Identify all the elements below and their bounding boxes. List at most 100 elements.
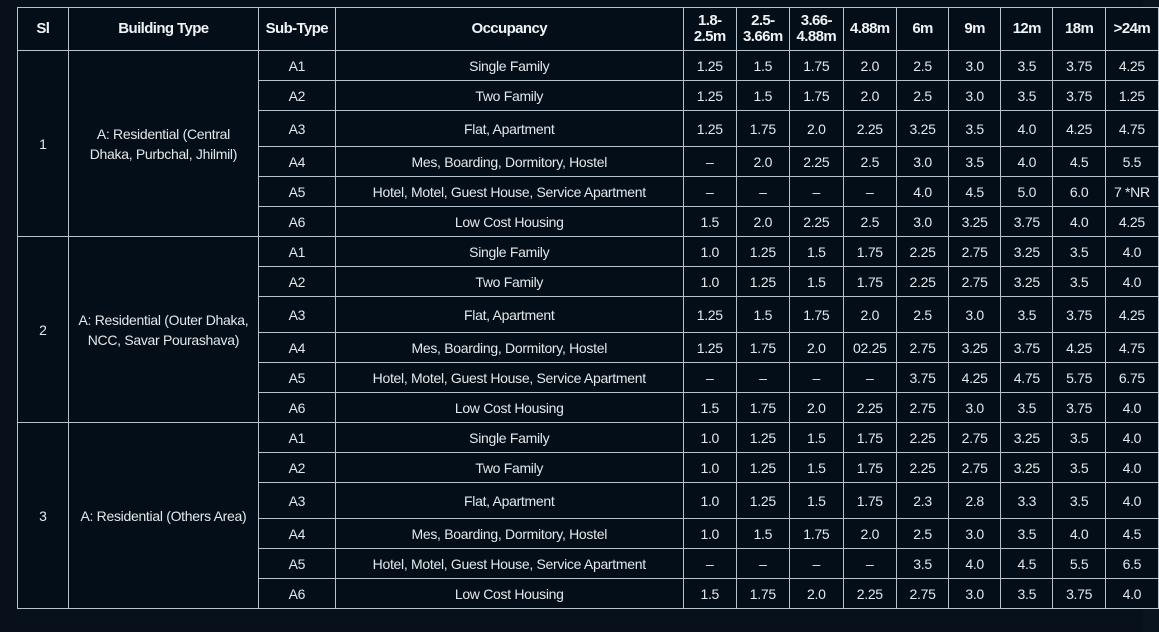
setback-value: 4.0 [1104,392,1159,423]
setback-value: 2.75 [896,578,950,609]
sub-type: A6 [258,392,336,423]
setback-value: 2.75 [948,422,1002,453]
serial-number: 2 [17,236,69,423]
setback-value: 4.5 [948,176,1002,207]
setback-value: 3.75 [1052,296,1106,333]
setback-value: 4.75 [1000,362,1054,393]
setback-value: 1.25 [682,110,737,147]
setback-value: 2.25 [896,422,950,453]
setback-value: 1.75 [842,236,898,267]
setback-value: 3.5 [1000,80,1054,111]
setback-value: 2.0 [789,110,844,147]
setback-value: 1.75 [789,296,844,333]
setback-value: 3.0 [948,392,1002,423]
setback-value: 5.5 [1104,146,1159,177]
setback-value: 3.75 [1052,392,1106,423]
setback-value: 2.0 [842,80,898,111]
setback-value: 2.5 [896,80,950,111]
setback-value: 5.75 [1052,362,1106,393]
sub-type: A2 [258,80,336,111]
building-type: A: Residential (Central Dhaka, Purbchal,… [67,50,260,237]
sub-type: A2 [258,266,336,297]
setback-value: 2.75 [948,236,1002,267]
setback-value: 3.0 [948,50,1002,81]
setback-value: 4.0 [1104,266,1159,297]
setback-value: 2.75 [896,332,950,363]
setback-value: 4.0 [1104,452,1159,483]
sub-type: A1 [258,422,336,453]
setback-value: 2.5 [842,146,898,177]
header-width-5: 6m [896,7,950,51]
table-row: A5 Hotel, Motel, Guest House, Service Apa… [18,548,1159,579]
setback-value: – [789,362,844,393]
sub-type: A1 [258,50,336,81]
table-row: A2 Two Family 1.25 1.5 1.75 2.0 2.5 3.0 3.5 3.75 1… [18,80,1159,111]
setback-value: 3.75 [1000,206,1054,237]
header-width-6: 9m [948,7,1002,51]
setback-value: 2.25 [842,110,898,147]
setback-value: 3.25 [948,206,1002,237]
sub-type: A6 [258,206,336,237]
setback-value: 4.25 [948,362,1002,393]
setback-value: 2.5 [896,50,950,81]
table-row: A3 Flat, Apartment 1.25 1.5 1.75 2.0 2.5 3.0 3.5… [18,296,1159,333]
table-body: 1 A: Residential (Central Dhaka, Purbchal… [17,50,1159,609]
setback-value: 4.0 [1052,518,1106,549]
setback-value: 4.5 [1052,146,1106,177]
table-row: A6 Low Cost Housing 1.5 1.75 2.0 2.25 2.75 3.0 3… [18,578,1159,609]
setback-value: 2.25 [896,452,950,483]
setback-value: 3.25 [1000,422,1054,453]
setback-value: 2.5 [896,518,950,549]
setback-value: 1.25 [682,332,737,363]
setback-value: 4.25 [1104,50,1159,81]
setback-value: 1.0 [682,518,737,549]
setback-table: Sl Building Type Sub-Type Occupancy 1.8-… [17,7,1159,609]
occupancy: Mes, Boarding, Dormitory, Hostel [334,146,684,177]
occupancy: Two Family [334,80,684,111]
setback-value: 6.0 [1052,176,1106,207]
header-width-7: 12m [1000,7,1054,51]
setback-value: 1.75 [735,110,791,147]
setback-value: 1.0 [682,482,737,519]
setback-value: 1.75 [842,266,898,297]
setback-value: 3.5 [1052,236,1106,267]
setback-value: 2.25 [789,146,844,177]
table-row: A2 Two Family 1.0 1.25 1.5 1.75 2.25 2.75 3.25 3.… [18,266,1159,297]
setback-value: 1.25 [735,482,791,519]
setback-value: 6.5 [1104,548,1159,579]
setback-value: 1.75 [789,518,844,549]
setback-value: 3.5 [1000,518,1054,549]
setback-value: 2.0 [789,332,844,363]
occupancy: Two Family [334,266,684,297]
occupancy: Two Family [334,452,684,483]
setback-value: 1.5 [789,236,844,267]
setback-value: 3.0 [948,578,1002,609]
setback-value: 4.0 [1052,206,1106,237]
setback-value: 3.5 [1000,392,1054,423]
setback-value: 2.0 [735,206,791,237]
occupancy: Single Family [334,236,684,267]
setback-value: 4.0 [896,176,950,207]
occupancy: Flat, Apartment [334,110,684,147]
setback-value: 1.5 [682,392,737,423]
setback-value: 3.25 [1000,266,1054,297]
header-width-4: 4.88m [842,7,898,51]
setback-value: 4.0 [1000,146,1054,177]
setback-value: 3.0 [948,80,1002,111]
setback-value: 1.5 [789,422,844,453]
setback-value: 4.5 [1104,518,1159,549]
setback-value: 4.25 [1052,332,1106,363]
setback-value: 3.25 [1000,236,1054,267]
setback-value: 3.25 [1000,452,1054,483]
setback-value: 1.75 [842,452,898,483]
setback-value: – [682,548,737,579]
occupancy: Single Family [334,422,684,453]
sub-type: A1 [258,236,336,267]
setback-value: 5.0 [1000,176,1054,207]
setback-value: 1.0 [682,236,737,267]
setback-value: – [682,176,737,207]
setback-value: 2.8 [948,482,1002,519]
setback-value: – [842,362,898,393]
header-width-9: >24m [1104,7,1159,51]
setback-value: 3.5 [1052,422,1106,453]
